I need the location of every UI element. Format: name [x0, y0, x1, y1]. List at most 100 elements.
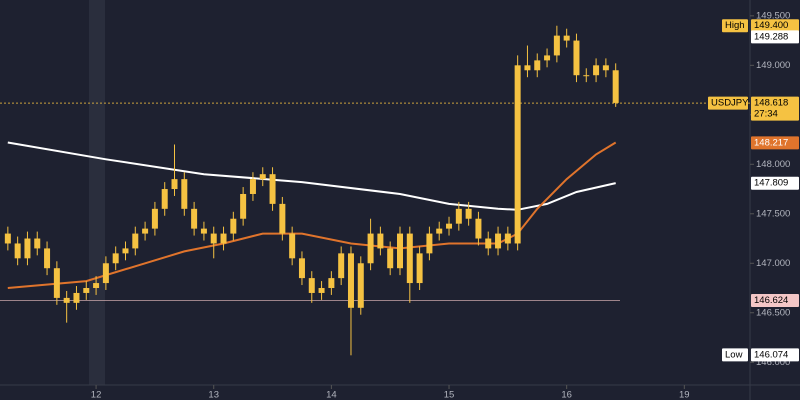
candle-body: [612, 70, 619, 103]
x-tick-label: 16: [561, 390, 572, 400]
candle-body: [210, 233, 217, 244]
candle-body: [240, 193, 247, 219]
candle-body: [357, 263, 364, 308]
symbol-box: [708, 96, 748, 110]
price-label-name-box: [722, 348, 748, 362]
candle-body: [553, 35, 560, 56]
ma-line: [7, 141, 617, 289]
candle-body: [338, 253, 345, 279]
candle-body: [318, 288, 325, 293]
candle-body: [200, 228, 207, 234]
candle-body: [230, 218, 237, 234]
y-tick-label: 147.000: [756, 258, 790, 269]
candle-body: [426, 233, 433, 254]
y-tick-label: 148.000: [756, 159, 790, 170]
candle-body: [53, 268, 60, 298]
candle-body: [495, 233, 502, 249]
x-tick-label: 13: [208, 390, 219, 400]
candle-body: [455, 208, 462, 224]
candle-body: [102, 263, 109, 284]
candle-body: [298, 258, 305, 279]
candle-body: [24, 238, 31, 259]
candle-body: [14, 243, 21, 259]
y-tick-label: 149.500: [756, 10, 790, 21]
price-label: 147.809: [754, 178, 788, 189]
candle-body: [142, 228, 149, 234]
candle-body: [534, 60, 541, 71]
session-band: [89, 0, 105, 385]
x-tick-label: 15: [444, 390, 455, 400]
candle-body: [259, 174, 266, 180]
price-label: 149.288: [754, 31, 788, 42]
candle-body: [44, 248, 51, 269]
price-label-name: High: [725, 20, 745, 31]
candle-body: [406, 233, 413, 284]
candle-body: [122, 248, 129, 254]
candle-body: [279, 203, 286, 234]
x-tick-label: 14: [326, 390, 337, 400]
candle-body: [220, 233, 227, 244]
price-label: 146.074: [754, 349, 788, 360]
candle-body: [132, 233, 139, 249]
y-tick-label: 146.500: [756, 307, 790, 318]
candle-body: [289, 233, 296, 259]
price-label-name: Low: [725, 349, 743, 360]
candle-body: [93, 283, 100, 289]
candle-body: [563, 35, 570, 41]
candle-body: [602, 65, 609, 71]
candle-body: [347, 253, 354, 308]
candle-body: [63, 297, 70, 303]
candle-body: [514, 65, 521, 244]
x-tick-label: 12: [91, 390, 102, 400]
candle-body: [387, 248, 394, 269]
price-label-box: [751, 136, 799, 150]
price-label-box: [751, 96, 799, 121]
candle-body: [524, 65, 531, 71]
y-tick-label: 149.000: [756, 60, 790, 71]
candle-body: [191, 208, 198, 229]
candle-body: [161, 189, 168, 209]
countdown: 27:34: [754, 109, 778, 120]
candle-body: [544, 55, 551, 61]
candle-body: [181, 179, 188, 209]
candle-body: [269, 174, 276, 204]
candle-body: [397, 233, 403, 269]
candle-body: [465, 208, 472, 219]
price-label: 146.624: [754, 295, 788, 306]
y-tick-label: 147.500: [756, 208, 790, 219]
candle-body: [436, 228, 443, 234]
price-label-box: [751, 348, 799, 362]
candle-body: [34, 238, 41, 249]
candle-body: [504, 233, 511, 244]
price-label-box: [751, 30, 799, 44]
x-tick-label: 19: [679, 390, 690, 400]
candle-body: [171, 179, 178, 190]
candle-body: [593, 65, 600, 76]
candle-body: [377, 233, 384, 249]
price-label: 148.217: [754, 137, 788, 148]
candle-body: [583, 75, 590, 77]
price-label: 148.618: [754, 98, 788, 109]
candle-body: [83, 288, 90, 293]
y-tick-label: 146.000: [756, 357, 790, 368]
candle-body: [416, 253, 423, 284]
candle-body: [151, 208, 158, 229]
candle-body: [4, 233, 11, 244]
candle-body: [73, 292, 80, 303]
candle-body: [485, 238, 492, 249]
candle-body: [475, 218, 482, 239]
price-label-name-box: [722, 19, 748, 33]
candle-body: [367, 233, 374, 264]
candle-body: [446, 223, 453, 229]
candle-body: [573, 40, 580, 76]
candle-body: [112, 253, 119, 264]
symbol: USDJPY: [711, 98, 749, 109]
price-label: 149.400: [754, 20, 788, 31]
price-label-box: [751, 293, 799, 307]
candle-body: [249, 179, 256, 194]
candle-body: [308, 278, 315, 293]
price-label-box: [751, 176, 799, 190]
price-label-box: [751, 19, 799, 33]
